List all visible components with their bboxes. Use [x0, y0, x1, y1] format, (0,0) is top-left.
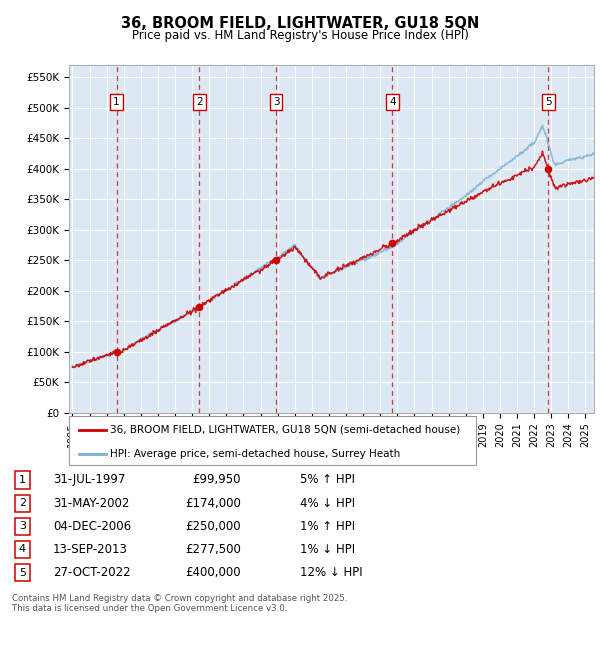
Text: 5: 5	[19, 567, 26, 578]
Text: £174,000: £174,000	[185, 497, 241, 510]
Text: 5: 5	[545, 97, 551, 107]
Text: £400,000: £400,000	[185, 566, 241, 579]
Text: 04-DEC-2006: 04-DEC-2006	[53, 520, 131, 533]
Text: Contains HM Land Registry data © Crown copyright and database right 2025.
This d: Contains HM Land Registry data © Crown c…	[12, 593, 347, 613]
Text: Price paid vs. HM Land Registry's House Price Index (HPI): Price paid vs. HM Land Registry's House …	[131, 29, 469, 42]
Text: 36, BROOM FIELD, LIGHTWATER, GU18 5QN: 36, BROOM FIELD, LIGHTWATER, GU18 5QN	[121, 16, 479, 31]
Text: HPI: Average price, semi-detached house, Surrey Heath: HPI: Average price, semi-detached house,…	[110, 449, 400, 459]
Text: 4: 4	[19, 545, 26, 554]
Text: £250,000: £250,000	[185, 520, 241, 533]
Text: £99,950: £99,950	[193, 473, 241, 486]
Text: 12% ↓ HPI: 12% ↓ HPI	[300, 566, 362, 579]
Text: 2: 2	[19, 498, 26, 508]
Text: 1% ↓ HPI: 1% ↓ HPI	[300, 543, 355, 556]
Text: 1: 1	[19, 475, 26, 485]
Text: 3: 3	[273, 97, 280, 107]
Text: 2: 2	[196, 97, 203, 107]
Text: 4% ↓ HPI: 4% ↓ HPI	[300, 497, 355, 510]
Text: 1% ↑ HPI: 1% ↑ HPI	[300, 520, 355, 533]
Text: 31-MAY-2002: 31-MAY-2002	[53, 497, 130, 510]
FancyBboxPatch shape	[69, 416, 476, 465]
Text: 4: 4	[389, 97, 395, 107]
Text: £277,500: £277,500	[185, 543, 241, 556]
Text: 1: 1	[113, 97, 120, 107]
Text: 3: 3	[19, 521, 26, 531]
Text: 31-JUL-1997: 31-JUL-1997	[53, 473, 125, 486]
Text: 13-SEP-2013: 13-SEP-2013	[53, 543, 128, 556]
Text: 27-OCT-2022: 27-OCT-2022	[53, 566, 131, 579]
Text: 36, BROOM FIELD, LIGHTWATER, GU18 5QN (semi-detached house): 36, BROOM FIELD, LIGHTWATER, GU18 5QN (s…	[110, 424, 460, 435]
Text: 5% ↑ HPI: 5% ↑ HPI	[300, 473, 355, 486]
